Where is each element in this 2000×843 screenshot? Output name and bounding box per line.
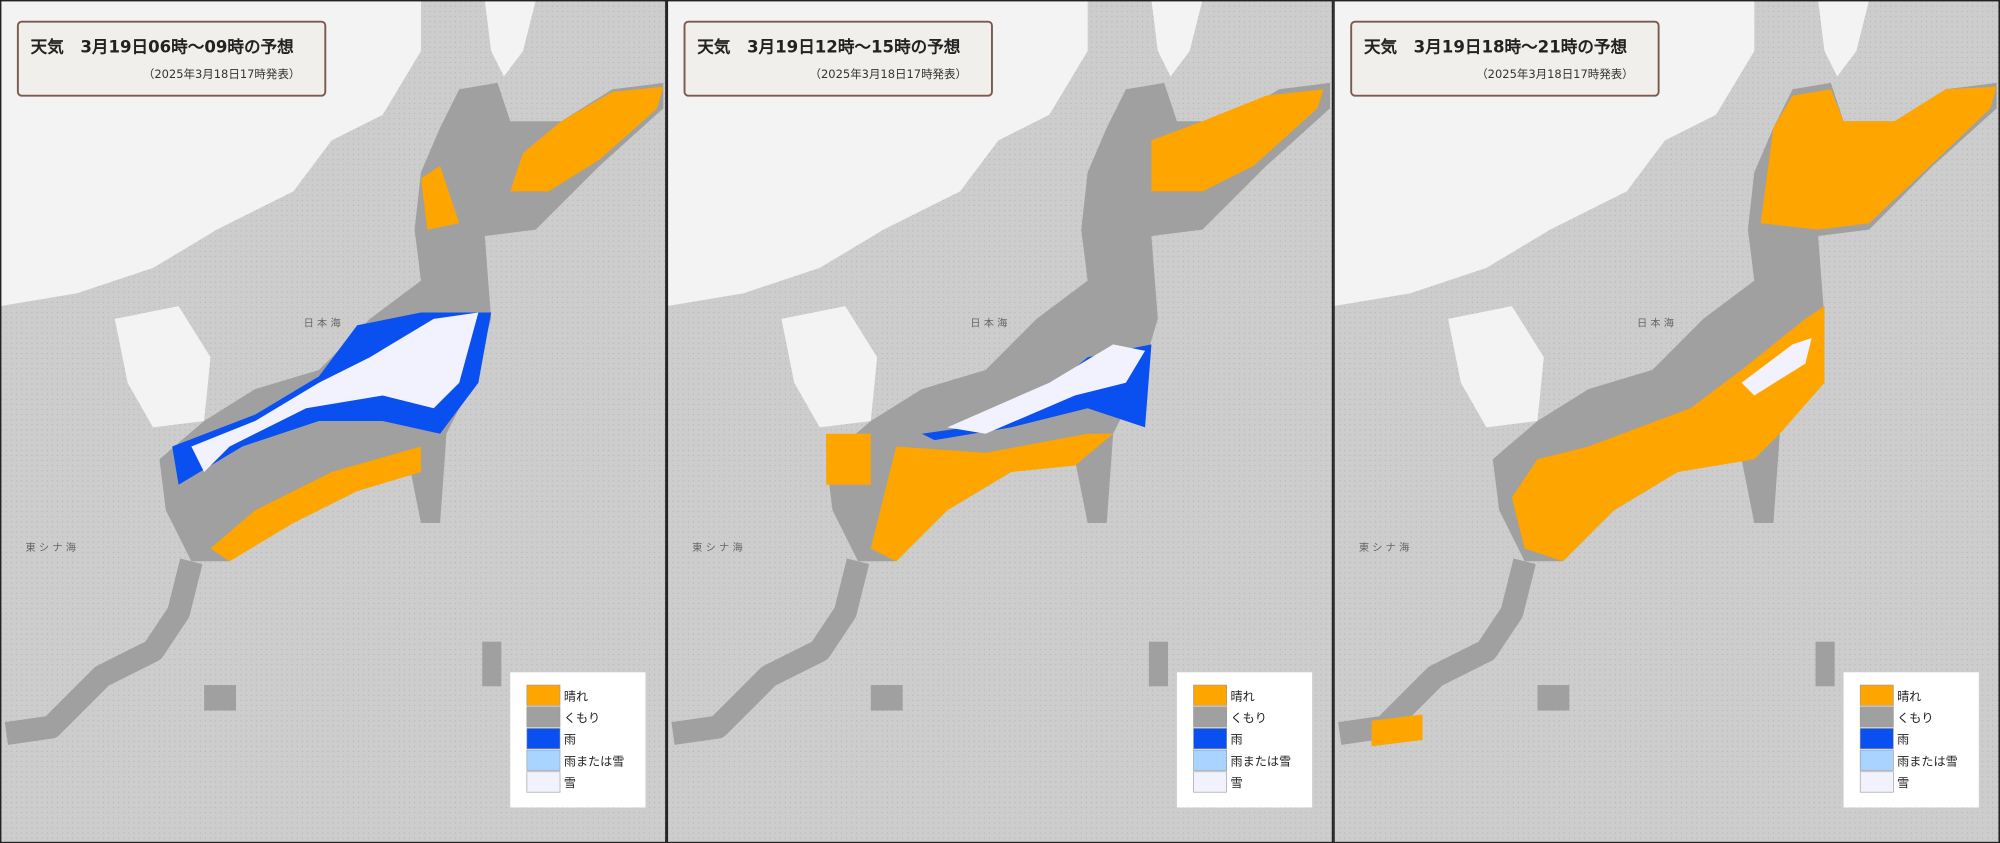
legend-swatch xyxy=(1859,771,1894,793)
sea-label: 日 本 海 xyxy=(1637,317,1674,330)
forecast-panel: 日 本 海東 シ ナ 海天気 3月19日12時～15時の予想（2025年3月18… xyxy=(666,0,1334,843)
legend-swatch xyxy=(1859,728,1894,750)
sea-label: 東 シ ナ 海 xyxy=(26,541,76,554)
sea-label: 日 本 海 xyxy=(970,317,1007,330)
legend-label: 雪 xyxy=(1897,776,1909,790)
legend-label: 雨または雪 xyxy=(1897,754,1958,768)
title-box xyxy=(1350,20,1660,97)
legend-label: 雨 xyxy=(1231,733,1243,747)
sea-label: 東 シ ナ 海 xyxy=(692,541,742,554)
map-area: 日 本 海東 シ ナ 海 xyxy=(0,0,666,843)
legend-swatch xyxy=(1859,706,1894,728)
issued-time: （2025年3月18日17時発表） xyxy=(810,67,967,81)
legend-label: 雨 xyxy=(564,733,576,747)
panel-title: 天気 3月19日18時～21時の予想 xyxy=(1364,36,1628,56)
sea-label: 東 シ ナ 海 xyxy=(1359,541,1409,554)
legend-label: くもり xyxy=(564,711,600,725)
legend-swatch xyxy=(526,771,561,793)
forecast-panel: 日 本 海東 シ ナ 海天気 3月19日06時～09時の予想（2025年3月18… xyxy=(0,0,667,843)
legend-swatch xyxy=(1193,728,1228,750)
title-box xyxy=(16,20,327,97)
panel-title: 天気 3月19日12時～15時の予想 xyxy=(697,36,961,56)
panel-title: 天気 3月19日06時～09時の予想 xyxy=(31,36,295,56)
legend-label: 晴れ xyxy=(564,689,588,703)
issued-time: （2025年3月18日17時発表） xyxy=(143,67,300,81)
legend-swatch xyxy=(1859,749,1894,771)
legend-swatch xyxy=(1193,706,1228,728)
legend-label: 雪 xyxy=(1231,776,1243,790)
map-area: 日 本 海東 シ ナ 海 xyxy=(667,0,1333,843)
legend-label: 雨 xyxy=(1897,733,1909,747)
legend-swatch xyxy=(1193,749,1228,771)
map-area: 日 本 海東 シ ナ 海 xyxy=(1333,0,1999,843)
issued-time: （2025年3月18日17時発表） xyxy=(1476,67,1633,81)
legend-label: 雨または雪 xyxy=(1231,754,1292,768)
legend-swatch xyxy=(526,706,561,728)
title-box xyxy=(683,20,993,97)
legend-label: 雨または雪 xyxy=(564,754,625,768)
legend-label: くもり xyxy=(1897,711,1933,725)
legend-swatch xyxy=(1193,771,1228,793)
legend-label: くもり xyxy=(1231,711,1267,725)
forecast-panel: 日 本 海東 シ ナ 海天気 3月19日18時～21時の予想（2025年3月18… xyxy=(1333,0,2000,843)
legend-label: 晴れ xyxy=(1897,689,1921,703)
sea-label: 日 本 海 xyxy=(304,317,341,330)
legend-swatch xyxy=(526,684,561,706)
legend-swatch xyxy=(1859,684,1894,706)
legend-swatch xyxy=(1193,684,1228,706)
legend-swatch xyxy=(526,728,561,750)
legend-swatch xyxy=(526,749,561,771)
legend-label: 晴れ xyxy=(1231,689,1255,703)
legend-label: 雪 xyxy=(564,776,576,790)
